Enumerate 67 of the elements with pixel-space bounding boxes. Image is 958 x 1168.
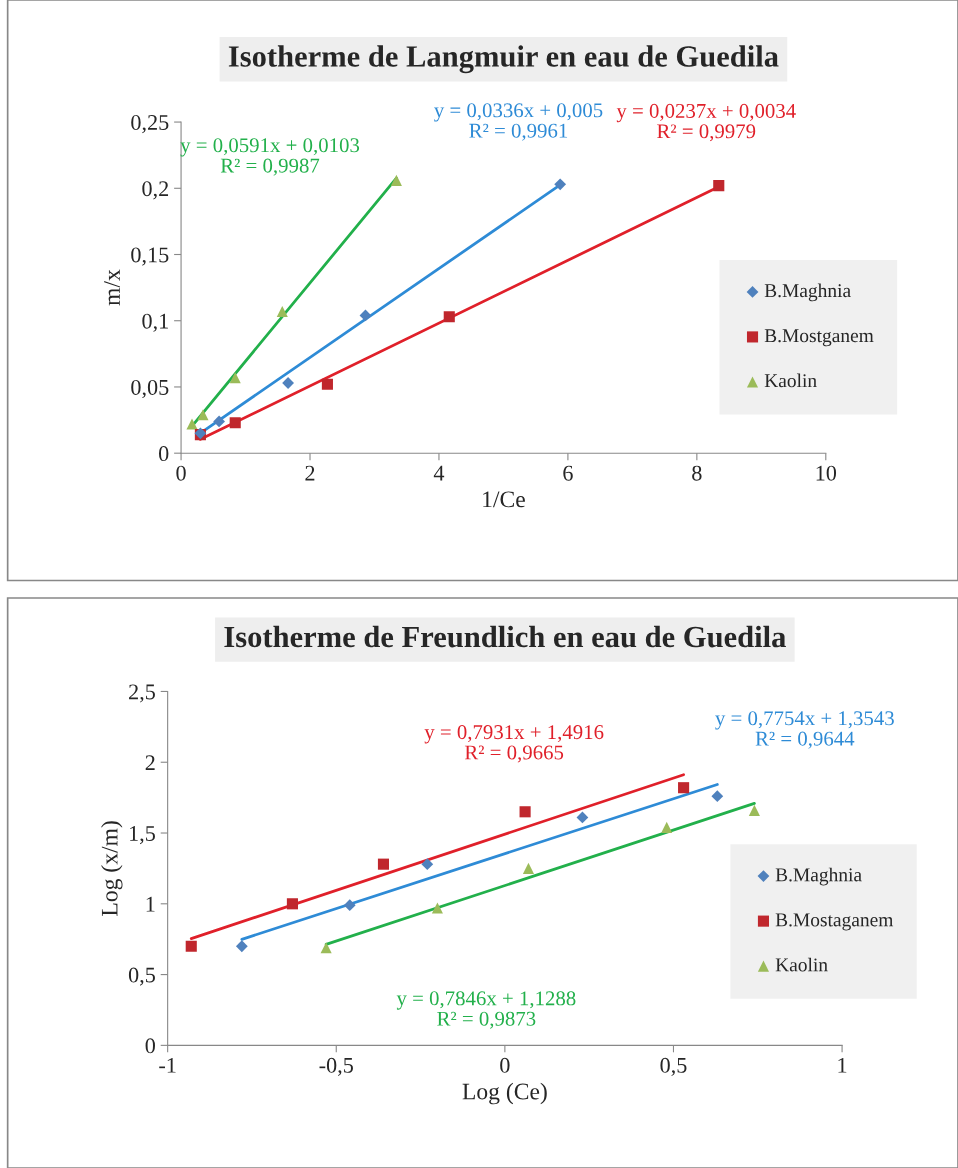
chart-title: Isotherme de Freundlich en eau de Guedila [224,625,786,648]
x-axis-title: Log (Ce) [462,1082,547,1105]
point [377,858,390,870]
point [186,418,198,430]
annotation: y = 0,7846x + 1,1288 R² = 0,9873 [396,991,576,1029]
point [443,311,455,323]
point [276,305,288,318]
annotation: y = 0,0237x + 0,0034 R² = 0,9979 [616,103,796,142]
point [711,790,724,803]
x-tick-label: -1 [159,1057,176,1073]
y-tick-label: 0,05 [131,379,169,399]
point [431,902,443,914]
annotation: y = 0,0336x + 0,005 R² = 0,9961 [434,103,603,141]
point [185,940,197,952]
legend-label: B.Mostaganem [775,913,894,931]
x-tick-label: 8 [692,465,702,481]
legend-label: B.Maghnia [775,867,862,886]
y-tick-label: 1,5 [130,826,155,845]
annotation: y = 0,7754x + 1,3543 R² = 0,9644 [715,711,894,749]
point [554,178,567,191]
point [320,942,332,954]
legend-label: B.Mostganem [764,329,874,347]
x-tick-label: 0 [500,1057,510,1073]
x-tick-label: 0,5 [660,1057,687,1076]
y-tick-label: 0,5 [128,967,155,986]
x-tick-label: 6 [563,465,573,481]
y-tick-label: 1 [146,896,155,912]
annotation: y = 0,7931x + 1,4916 R² = 0,9665 [424,725,604,763]
point [197,409,209,421]
point [748,804,760,816]
y-tick-label: 0,25 [131,114,169,134]
point [321,378,333,390]
y-tick-label: 2 [145,755,155,770]
point [213,415,225,428]
point [519,806,531,818]
point [522,862,535,874]
x-tick-label: -0,5 [319,1057,353,1076]
point [390,174,402,186]
y-tick-label: 0 [158,446,169,462]
x-tick-label: 4 [433,465,445,481]
x-tick-label: 10 [816,465,837,481]
point [576,811,589,824]
y-tick-label: 0 [145,1038,155,1054]
point [678,782,690,794]
chart-title: Isotherme de Langmuir en eau de Guedila [228,45,779,74]
y-tick-label: 0,2 [142,181,169,200]
x-tick-label: 1 [838,1057,847,1073]
point [421,858,434,871]
point [359,309,372,322]
annotation: y = 0,0591x + 0,0103 R² = 0,9987 [180,138,360,176]
point [235,940,248,953]
x-axis-title: 1/Ce [483,491,525,508]
legend-label: Kaolin [775,957,828,972]
y-axis-title: Log (x/m) [101,821,123,916]
y-axis-title: m/x [104,269,121,306]
point [713,180,725,192]
point [286,898,298,910]
point [229,417,241,429]
legend-label: Kaolin [764,373,817,388]
x-tick-label: 2 [305,465,315,481]
x-tick-label: 0 [176,465,186,481]
y-tick-label: 2,5 [129,684,155,703]
point [661,821,673,833]
legend-label: B.Maghnia [764,283,851,302]
y-tick-label: 0,15 [131,247,169,266]
point [343,899,356,912]
y-tick-label: 0,1 [142,313,168,332]
